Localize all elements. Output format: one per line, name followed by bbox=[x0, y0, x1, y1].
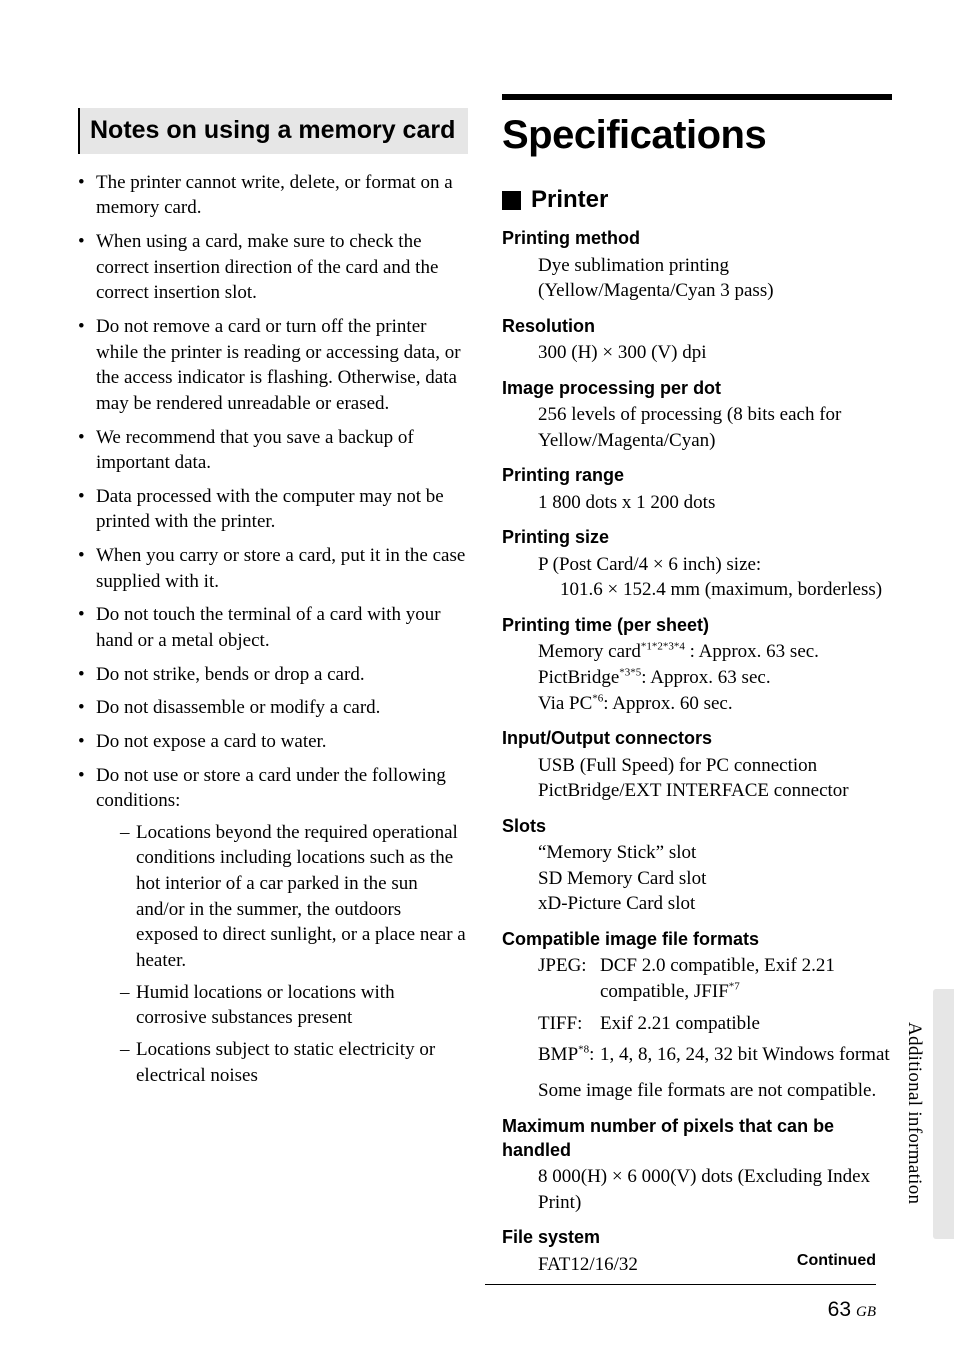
def-resolution: 300 (H) × 300 (V) dpi bbox=[538, 340, 892, 366]
list-item: Data processed with the computer may not… bbox=[78, 484, 468, 535]
slot-3: xD-Picture Card slot bbox=[538, 891, 892, 917]
list-item: Do not remove a card or turn off the pri… bbox=[78, 314, 468, 417]
list-item: Do not touch the terminal of a card with… bbox=[78, 602, 468, 653]
term-printing-method: Printing method bbox=[502, 226, 892, 250]
continued-label: Continued bbox=[797, 1250, 876, 1272]
specifications-title: Specifications bbox=[502, 100, 892, 162]
printing-size-line1: P (Post Card/4 × 6 inch) size: bbox=[538, 552, 892, 578]
def-max-pixels: 8 000(H) × 6 000(V) dots (Excluding Inde… bbox=[538, 1164, 892, 1215]
def-printing-time: Memory card*1*2*3*4 : Approx. 63 sec. Pi… bbox=[538, 639, 892, 716]
notes-bullet-list: The printer cannot write, delete, or for… bbox=[78, 170, 468, 1089]
term-resolution: Resolution bbox=[502, 314, 892, 338]
fmt-tiff-label: TIFF: bbox=[538, 1011, 600, 1037]
def-printing-method: Dye sublimation printing (Yellow/Magenta… bbox=[538, 253, 892, 304]
printer-subhead: Printer bbox=[531, 184, 608, 216]
io-line1: USB (Full Speed) for PC connection bbox=[538, 753, 892, 779]
pt-memory: Memory card*1*2*3*4 : Approx. 63 sec. bbox=[538, 639, 892, 665]
term-printing-time: Printing time (per sheet) bbox=[502, 613, 892, 637]
term-image-processing: Image processing per dot bbox=[502, 376, 892, 400]
page-number: 63 GB bbox=[828, 1296, 876, 1324]
page-region: GB bbox=[856, 1302, 876, 1322]
def-printing-range: 1 800 dots x 1 200 dots bbox=[538, 490, 892, 516]
def-image-processing: 256 levels of processing (8 bits each fo… bbox=[538, 402, 892, 453]
fmt-jpeg-val: DCF 2.0 compatible, Exif 2.21 compatible… bbox=[600, 953, 835, 1004]
term-io: Input/Output connectors bbox=[502, 726, 892, 750]
square-bullet-icon bbox=[502, 191, 521, 210]
term-formats: Compatible image file formats bbox=[502, 927, 892, 951]
def-formats: JPEG: DCF 2.0 compatible, Exif 2.21 comp… bbox=[538, 953, 892, 1068]
fmt-bmp-label: BMP*8: bbox=[538, 1042, 600, 1068]
right-column: Specifications Printer Printing method D… bbox=[502, 94, 892, 1277]
fmt-bmp-val: 1, 4, 8, 16, 24, 32 bit Windows format bbox=[600, 1042, 890, 1068]
term-slots: Slots bbox=[502, 814, 892, 838]
slot-2: SD Memory Card slot bbox=[538, 866, 892, 892]
fmt-tiff-val: Exif 2.21 compatible bbox=[600, 1011, 760, 1037]
side-tab bbox=[933, 989, 954, 1239]
printer-subhead-row: Printer bbox=[502, 184, 892, 216]
list-item: The printer cannot write, delete, or for… bbox=[78, 170, 468, 221]
formats-note: Some image file formats are not compatib… bbox=[538, 1078, 892, 1104]
io-line2: PictBridge/EXT INTERFACE connector bbox=[538, 778, 892, 804]
list-item: We recommend that you save a backup of i… bbox=[78, 425, 468, 476]
sub-dash-list: Locations beyond the required operationa… bbox=[120, 820, 468, 1088]
term-filesystem: File system bbox=[502, 1225, 892, 1249]
fmt-jpeg-label: JPEG: bbox=[538, 953, 600, 1004]
page-number-value: 63 bbox=[828, 1296, 851, 1324]
list-item: Locations subject to static electricity … bbox=[120, 1037, 468, 1088]
term-printing-range: Printing range bbox=[502, 463, 892, 487]
term-max-pixels: Maximum number of pixels that can be han… bbox=[502, 1114, 892, 1163]
slot-1: “Memory Stick” slot bbox=[538, 840, 892, 866]
list-item: Humid locations or locations with corros… bbox=[120, 980, 468, 1031]
term-printing-size: Printing size bbox=[502, 525, 892, 549]
printing-size-line2: 101.6 × 152.4 mm (maximum, borderless) bbox=[560, 577, 892, 603]
pt-pc: Via PC*6: Approx. 60 sec. bbox=[538, 691, 892, 717]
notes-heading: Notes on using a memory card bbox=[78, 108, 468, 154]
list-item: When you carry or store a card, put it i… bbox=[78, 543, 468, 594]
list-item: Do not expose a card to water. bbox=[78, 729, 468, 755]
def-printing-size: P (Post Card/4 × 6 inch) size: 101.6 × 1… bbox=[538, 552, 892, 603]
footer-divider bbox=[485, 1284, 876, 1285]
list-item: Do not disassemble or modify a card. bbox=[78, 695, 468, 721]
list-item: Do not strike, bends or drop a card. bbox=[78, 662, 468, 688]
title-rule: Specifications bbox=[502, 94, 892, 162]
pt-pictbridge: PictBridge*3*5: Approx. 63 sec. bbox=[538, 665, 892, 691]
left-column: Notes on using a memory card The printer… bbox=[78, 94, 468, 1277]
list-item: When using a card, make sure to check th… bbox=[78, 229, 468, 306]
list-item: Locations beyond the required operationa… bbox=[120, 820, 468, 974]
def-slots: “Memory Stick” slot SD Memory Card slot … bbox=[538, 840, 892, 917]
def-io: USB (Full Speed) for PC connection PictB… bbox=[538, 753, 892, 804]
side-vertical-text: Additional information bbox=[901, 1022, 927, 1204]
list-item: Do not use or store a card under the fol… bbox=[78, 763, 468, 1089]
